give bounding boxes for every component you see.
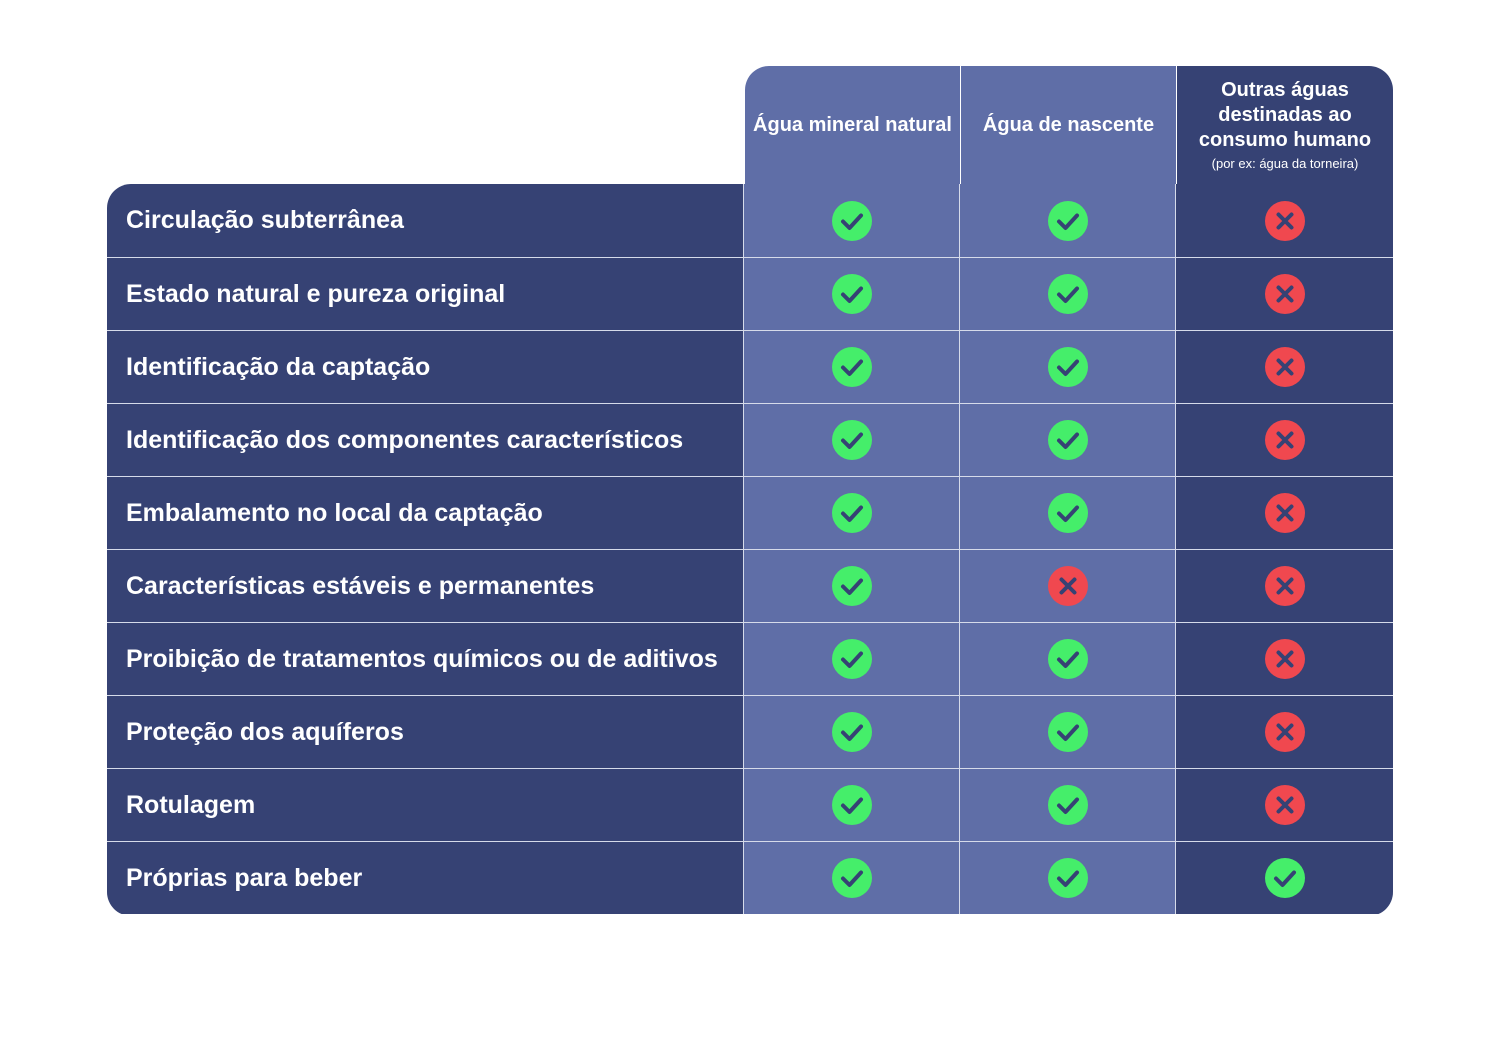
table-cell: [1176, 404, 1393, 476]
check-circle-icon: [1047, 347, 1088, 387]
check-circle-icon: [1264, 858, 1305, 898]
check-circle-icon: [831, 200, 872, 241]
table-cell: [1176, 477, 1393, 549]
table-cell: [744, 623, 960, 695]
check-circle-icon: [1047, 420, 1088, 460]
table-row: Identificação da captação: [107, 330, 1393, 403]
column-header-mineral: Água mineral natural: [745, 66, 960, 184]
table-cell: [1176, 623, 1393, 695]
table-cell: [744, 404, 960, 476]
cross-circle-icon: [1264, 566, 1305, 606]
table-cell: [960, 550, 1176, 622]
check-circle-icon: [831, 420, 872, 460]
table-cell: [1176, 550, 1393, 622]
table-cell: [744, 331, 960, 403]
table-row: Embalamento no local da captação: [107, 476, 1393, 549]
table-body: Circulação subterrânea Estado natural e p…: [107, 184, 1393, 916]
check-circle-icon: [1047, 200, 1088, 241]
table-cell: [744, 550, 960, 622]
table-cell: [960, 696, 1176, 768]
row-label: Rotulagem: [107, 769, 744, 841]
column-header-title: Água de nascente: [982, 113, 1155, 136]
table-cell: [1176, 696, 1393, 768]
check-circle-icon: [831, 493, 872, 533]
table-row: Identificação dos componentes caracterís…: [107, 403, 1393, 476]
table-row: Circulação subterrânea: [107, 184, 1393, 257]
check-circle-icon: [831, 566, 872, 606]
check-circle-icon: [1047, 712, 1088, 752]
table-cell: [1176, 769, 1393, 841]
row-label: Identificação da captação: [107, 331, 744, 403]
cross-circle-icon: [1264, 420, 1305, 460]
check-circle-icon: [831, 347, 872, 387]
table-cell: [960, 184, 1176, 257]
row-label: Características estáveis e permanentes: [107, 550, 744, 622]
table-cell: [960, 842, 1176, 914]
check-circle-icon: [1047, 274, 1088, 314]
column-header-outras: Outras águas destinadas ao consumo human…: [1177, 66, 1393, 184]
check-circle-icon: [1047, 493, 1088, 533]
table-cell: [960, 623, 1176, 695]
check-circle-icon: [1047, 785, 1088, 825]
table-cell: [1176, 842, 1393, 914]
check-circle-icon: [831, 274, 872, 314]
cross-circle-icon: [1264, 200, 1305, 241]
table-row: Proteção dos aquíferos: [107, 695, 1393, 768]
cross-circle-icon: [1264, 347, 1305, 387]
check-circle-icon: [831, 639, 872, 679]
table-cell: [744, 842, 960, 914]
table-row: Próprias para beber: [107, 841, 1393, 914]
table-cell: [1176, 331, 1393, 403]
cross-circle-icon: [1264, 274, 1305, 314]
table-row: Rotulagem: [107, 768, 1393, 841]
table-cell: [960, 477, 1176, 549]
column-header-title: Água mineral natural: [753, 113, 952, 136]
table-row: Estado natural e pureza original: [107, 257, 1393, 330]
row-label: Embalamento no local da captação: [107, 477, 744, 549]
table-cell: [744, 696, 960, 768]
cross-circle-icon: [1264, 493, 1305, 533]
cross-circle-icon: [1264, 712, 1305, 752]
cross-circle-icon: [1047, 566, 1088, 606]
row-label: Próprias para beber: [107, 842, 744, 914]
check-circle-icon: [831, 712, 872, 752]
comparison-table: Água mineral natural Água de nascente Ou…: [107, 66, 1393, 916]
table-cell: [744, 184, 960, 257]
cross-circle-icon: [1264, 639, 1305, 679]
check-circle-icon: [831, 785, 872, 825]
cross-circle-icon: [1264, 785, 1305, 825]
table-cell: [744, 769, 960, 841]
check-circle-icon: [1047, 858, 1088, 898]
column-header-nascente: Água de nascente: [961, 66, 1176, 184]
column-header-title: Outras águas destinadas ao consumo human…: [1198, 78, 1372, 151]
table-cell: [1176, 258, 1393, 330]
table-cell: [744, 258, 960, 330]
table-row: Proibição de tratamentos químicos ou de …: [107, 622, 1393, 695]
table-cell: [1176, 184, 1393, 257]
table-cell: [744, 477, 960, 549]
table-cell: [960, 258, 1176, 330]
table-cell: [960, 404, 1176, 476]
row-label: Proteção dos aquíferos: [107, 696, 744, 768]
row-label: Circulação subterrânea: [107, 184, 744, 257]
table-cell: [960, 769, 1176, 841]
row-label: Estado natural e pureza original: [107, 258, 744, 330]
column-header-note: (por ex: água da torneira): [1211, 155, 1359, 171]
check-circle-icon: [831, 858, 872, 898]
table-cell: [960, 331, 1176, 403]
row-label: Proibição de tratamentos químicos ou de …: [107, 623, 744, 695]
row-label: Identificação dos componentes caracterís…: [107, 404, 744, 476]
table-row: Características estáveis e permanentes: [107, 549, 1393, 622]
check-circle-icon: [1047, 639, 1088, 679]
